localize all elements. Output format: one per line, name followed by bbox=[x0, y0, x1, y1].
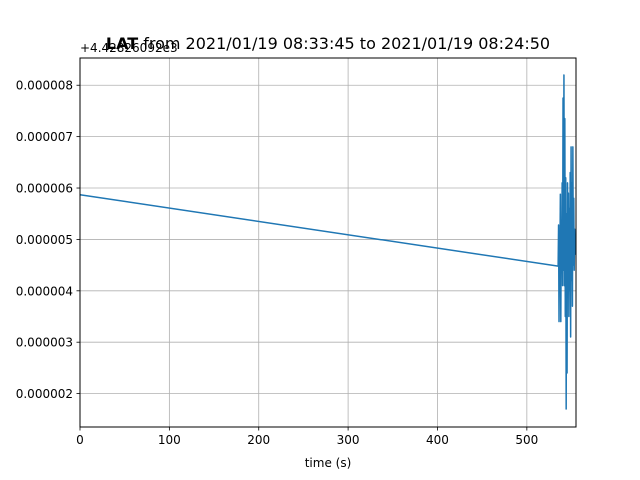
grid bbox=[79, 58, 576, 427]
y-tick-label: 0.000005 bbox=[16, 233, 73, 247]
y-axis: 0.000002 0.000003 0.000004 0.000005 0.000006… bbox=[16, 79, 80, 401]
x-tick-label: 100 bbox=[158, 433, 181, 447]
x-tick-label: 300 bbox=[337, 433, 360, 447]
x-tick-label: 0 bbox=[76, 433, 84, 447]
series-group bbox=[79, 74, 576, 410]
y-tick-label: 0.000004 bbox=[16, 284, 73, 298]
x-tick-label: 500 bbox=[515, 433, 538, 447]
x-tick-label: 400 bbox=[426, 433, 449, 447]
x-axis-label: time (s) bbox=[305, 456, 352, 470]
y-tick-label: 0.000003 bbox=[16, 336, 73, 350]
chart-title-rest: from 2021/01/19 08:33:45 to 2021/01/19 0… bbox=[138, 34, 550, 53]
chart-title: LAT from 2021/01/19 08:33:45 to 2021/01/… bbox=[106, 34, 550, 53]
y-tick-label: 0.000007 bbox=[16, 130, 73, 144]
y-tick-label: 0.000008 bbox=[16, 79, 73, 93]
y-offset-label: +4.42826092e3 bbox=[80, 41, 178, 55]
chart-title-bold: LAT bbox=[106, 34, 138, 53]
y-tick-label: 0.000002 bbox=[16, 387, 73, 401]
plot-frame bbox=[79, 57, 577, 428]
y-tick-label: 0.000006 bbox=[16, 182, 73, 196]
x-tick-label: 200 bbox=[247, 433, 270, 447]
x-axis: 0 100 200 300 400 500 bbox=[76, 427, 538, 447]
series-line bbox=[79, 74, 576, 410]
